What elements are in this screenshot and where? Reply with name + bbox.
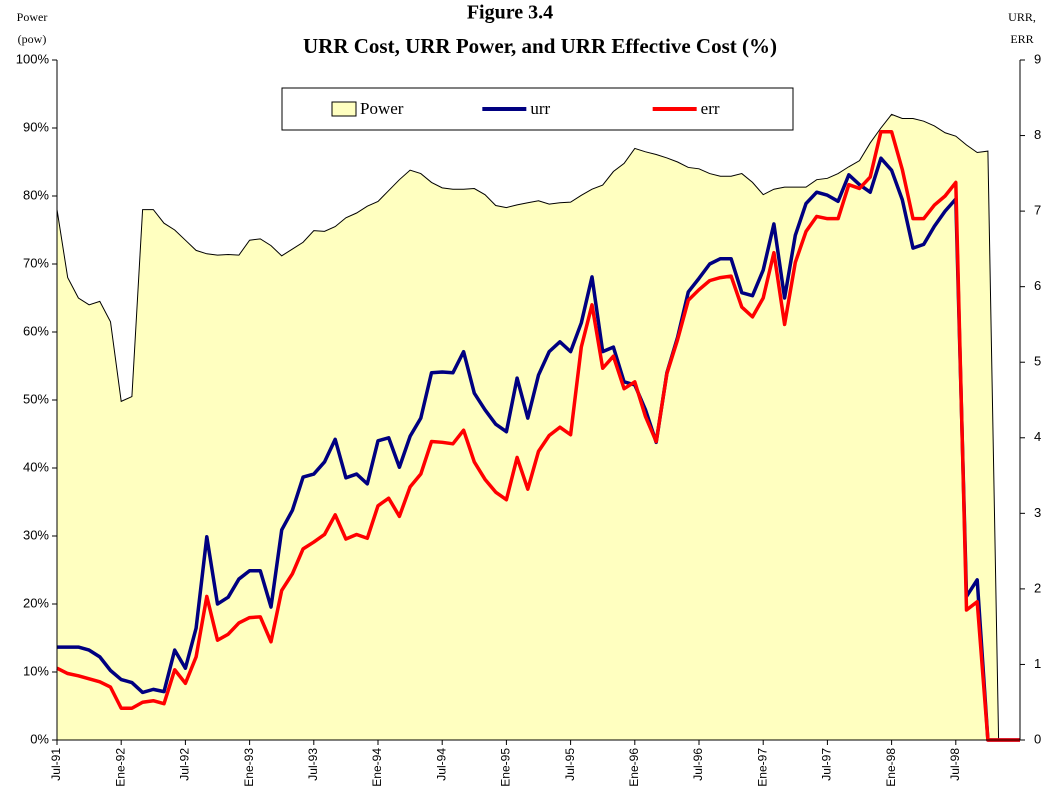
y-tick-label: 80% — [23, 187, 49, 202]
y-tick-label: 30% — [23, 527, 49, 542]
y-tick-label: 10% — [23, 663, 49, 678]
y2-tick-label: 8 — [1034, 127, 1041, 142]
x-tick-label: Ene-95 — [499, 748, 513, 787]
y2-tick-label: 3 — [1034, 505, 1041, 520]
x-tick-label: Jul-91 — [49, 748, 63, 781]
y-axis-label: (pow) — [18, 32, 47, 46]
y-tick-label: 50% — [23, 391, 49, 406]
x-tick-label: Ene-98 — [884, 748, 898, 787]
x-tick-label: Jul-92 — [178, 748, 192, 781]
chart-title: Figure 3.4 — [467, 2, 553, 24]
y2-tick-label: 1 — [1034, 656, 1041, 671]
y2-tick-label: 6 — [1034, 278, 1041, 293]
y-tick-label: 20% — [23, 595, 49, 610]
y2-tick-label: 2 — [1034, 580, 1041, 595]
line — [57, 156, 1020, 742]
x-tick-label: Ene-94 — [370, 748, 384, 787]
y2-tick-label: 4 — [1034, 429, 1041, 444]
x-tick-label: Ene-96 — [627, 748, 641, 787]
y2-tick-label: 9 — [1034, 51, 1041, 66]
y-tick-label: 60% — [23, 323, 49, 338]
y-tick-label: 90% — [23, 119, 49, 134]
y2-tick-label: 5 — [1034, 354, 1041, 369]
line — [56, 130, 1020, 742]
y2-tick-label: 0 — [1034, 731, 1041, 746]
x-tick-label: Jul-95 — [563, 748, 577, 781]
x-tick-label: Jul-93 — [306, 748, 320, 781]
y2-axis-label: ERR — [1010, 32, 1033, 46]
y-tick-label: 40% — [23, 459, 49, 474]
legend-swatch — [331, 101, 357, 117]
x-tick-label: Jul-97 — [820, 748, 834, 781]
y-tick-label: 0% — [30, 731, 49, 746]
legend-label: urr — [530, 99, 550, 118]
y-tick-label: 100% — [16, 51, 50, 66]
legend-box — [281, 87, 794, 131]
y-tick-label: 70% — [23, 255, 49, 270]
y2-axis-label: URR, — [1008, 10, 1036, 24]
x-tick-label: Ene-93 — [242, 748, 256, 787]
legend-label: err — [701, 99, 720, 118]
x-tick-label: Ene-92 — [113, 748, 127, 787]
y2-tick-label: 7 — [1034, 203, 1041, 218]
y-axis-label: Power — [17, 10, 48, 24]
area — [56, 113, 1020, 741]
x-tick-label: Jul-96 — [691, 748, 705, 781]
chart-subtitle: URR Cost, URR Power, and URR Effective C… — [303, 34, 777, 58]
x-tick-label: Jul-98 — [948, 748, 962, 781]
legend-label: Power — [360, 99, 404, 118]
x-tick-label: Ene-97 — [755, 748, 769, 787]
x-tick-label: Jul-94 — [434, 748, 448, 781]
